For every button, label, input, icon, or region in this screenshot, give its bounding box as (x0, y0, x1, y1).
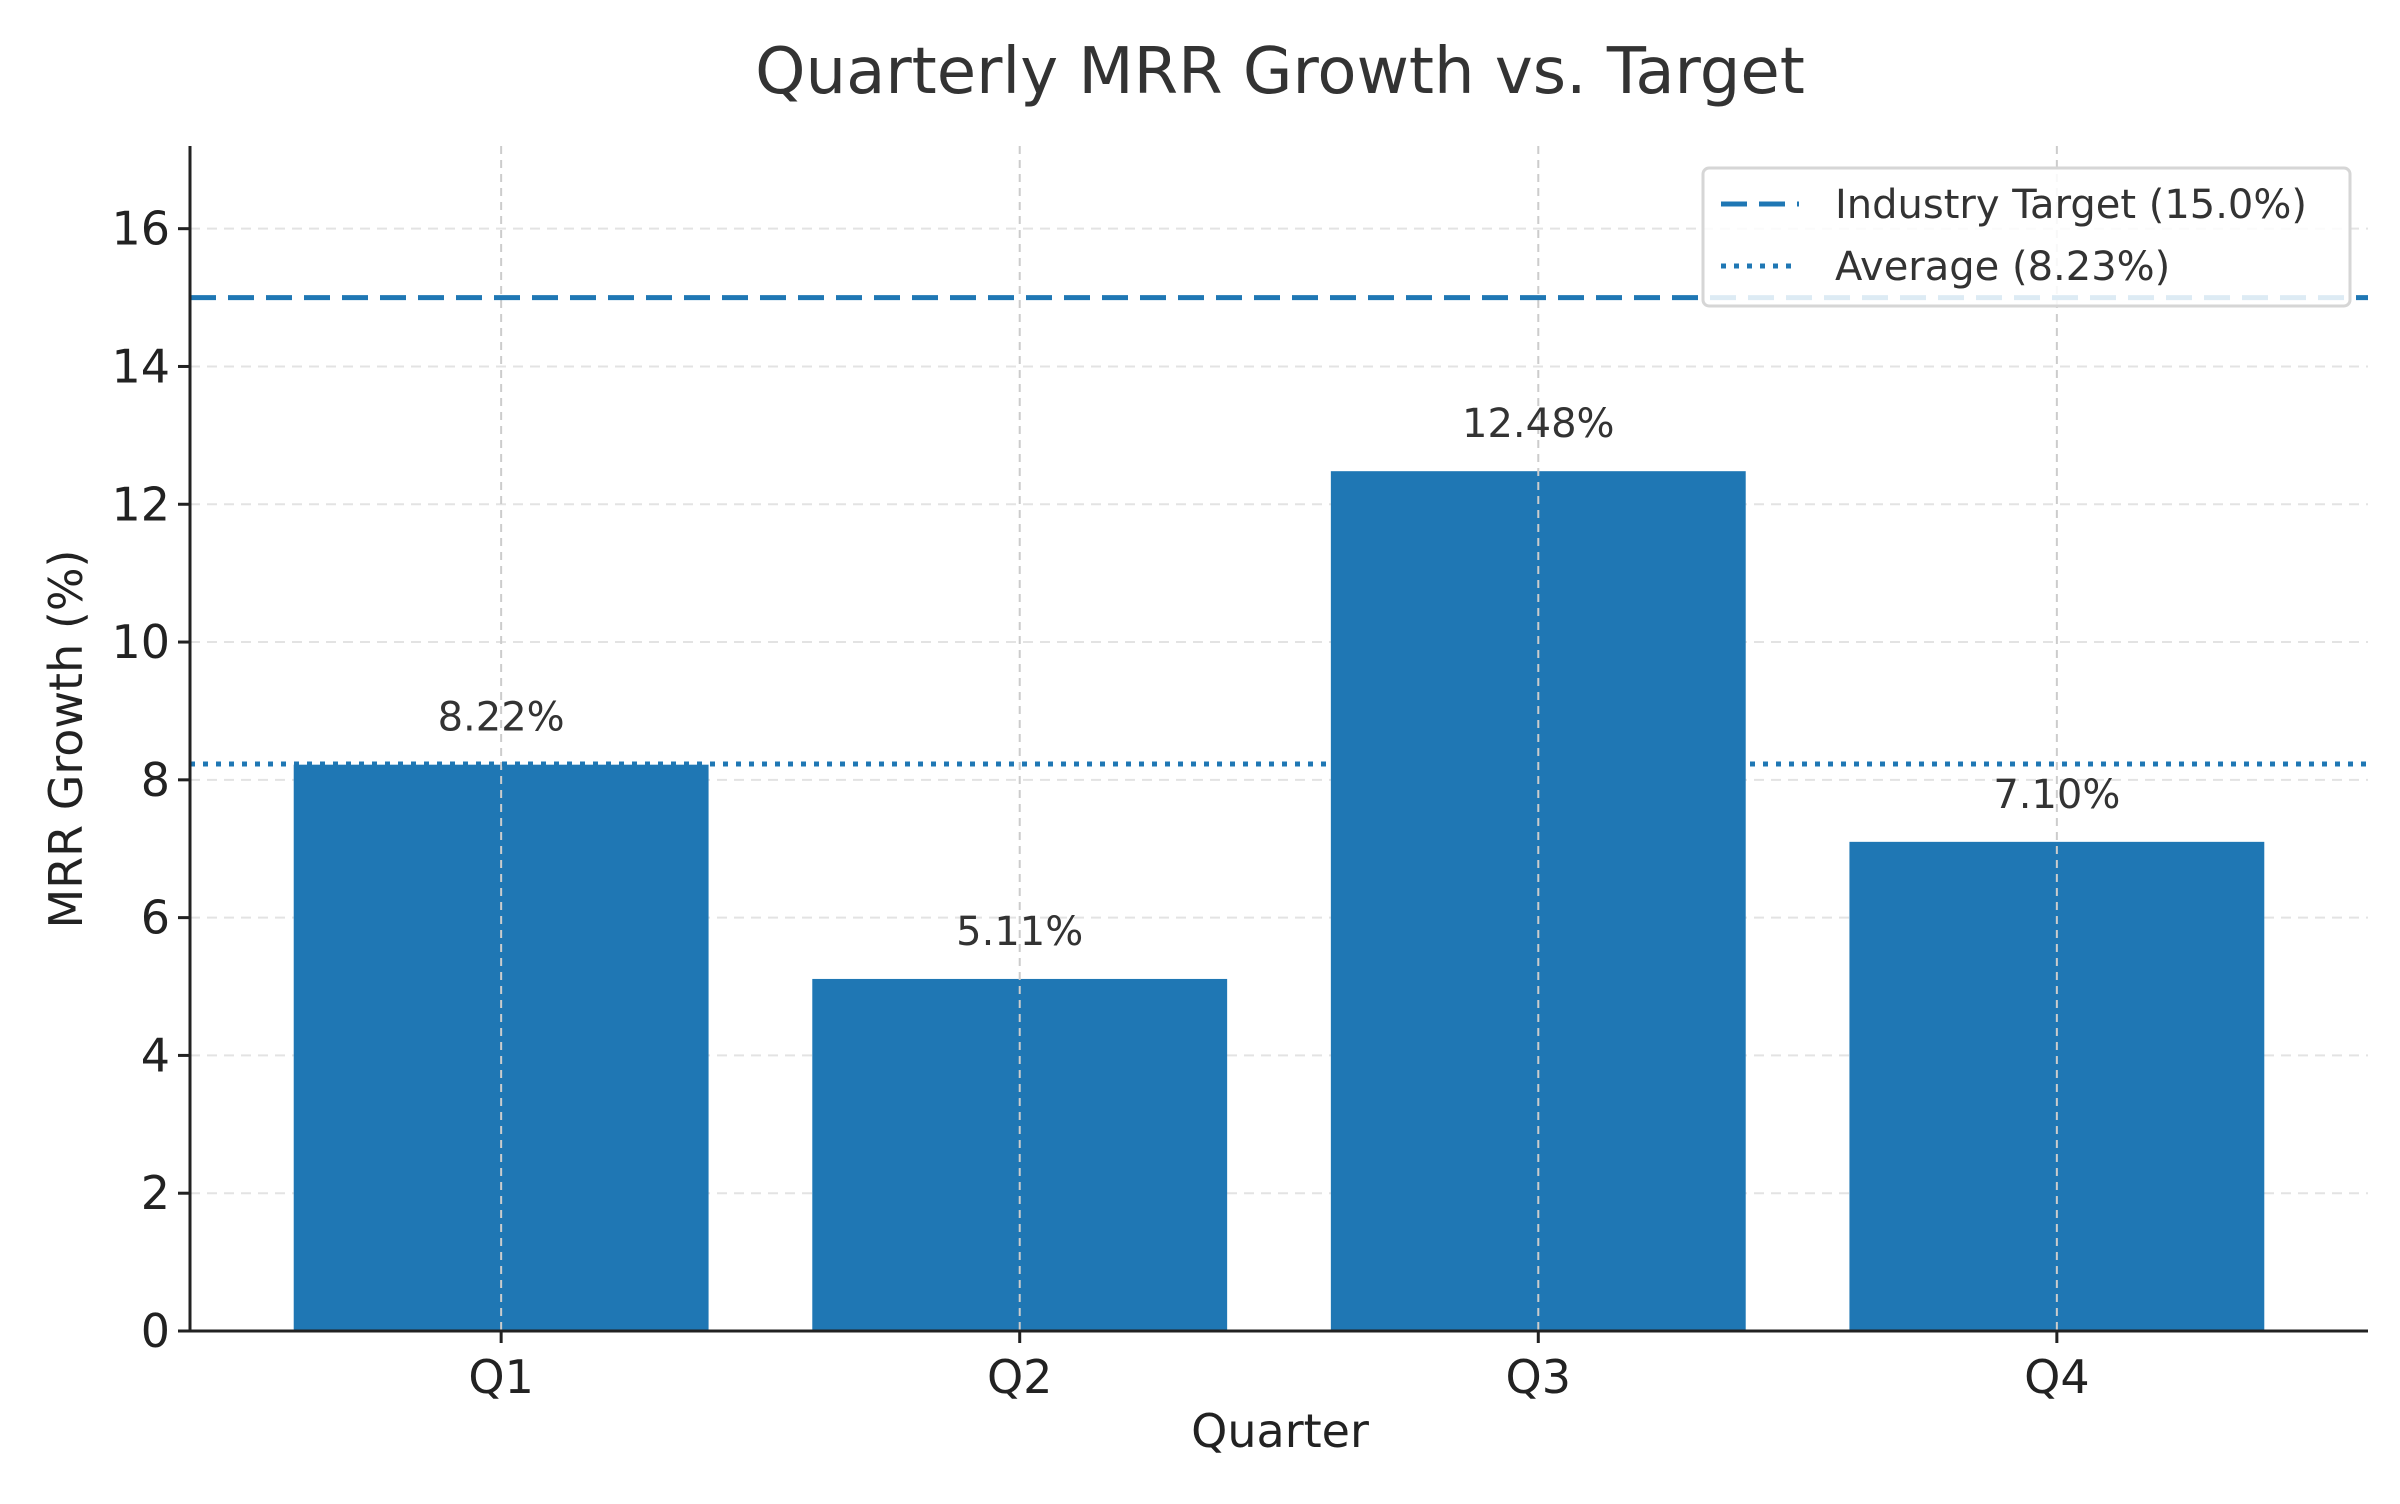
x-axis-label: Quarter (1191, 1404, 1369, 1458)
vertical-grid-layer (500, 146, 2058, 1331)
legend-box (1701, 166, 2352, 308)
y-tick-label: 14 (111, 339, 170, 393)
x-tick-label: Q3 (1506, 1350, 1571, 1404)
bars-layer (293, 471, 2265, 1331)
y-tick-label: 2 (141, 1166, 170, 1220)
chart-title: Quarterly MRR Growth vs. Target (755, 35, 1805, 109)
y-tick-label: 16 (111, 202, 170, 256)
legend-label: Average (8.23%) (1835, 244, 2170, 290)
reference-lines-layer (190, 295, 2368, 767)
y-tick-label: 10 (111, 615, 170, 669)
data-label: 7.10% (1993, 772, 2120, 818)
y-tick-label: 6 (141, 891, 170, 945)
x-tick-label: Q2 (987, 1350, 1052, 1404)
legend: Industry Target (15.0%) Average (8.23%) (1701, 166, 2352, 308)
data-label: 5.11% (956, 909, 1083, 955)
legend-label: Industry Target (15.0%) (1835, 182, 2307, 228)
data-label: 8.22% (438, 695, 565, 741)
y-tick-label: 8 (141, 753, 170, 807)
labels-layer: 0 2 4 6 8 10 12 14 16 8.22% 5.11% 12.48% 7.10% Q1 Q2 Q3… (111, 202, 2120, 1404)
data-label: 12.48% (1462, 401, 1615, 447)
y-tick-label: 12 (111, 477, 170, 531)
x-tick-label: Q1 (468, 1350, 533, 1404)
x-tick-label: Q4 (2024, 1350, 2089, 1404)
axes-layer (178, 146, 2368, 1343)
y-axis-label: MRR Growth (%) (39, 550, 93, 929)
y-tick-label: 0 (141, 1304, 170, 1358)
y-tick-label: 4 (141, 1028, 170, 1082)
